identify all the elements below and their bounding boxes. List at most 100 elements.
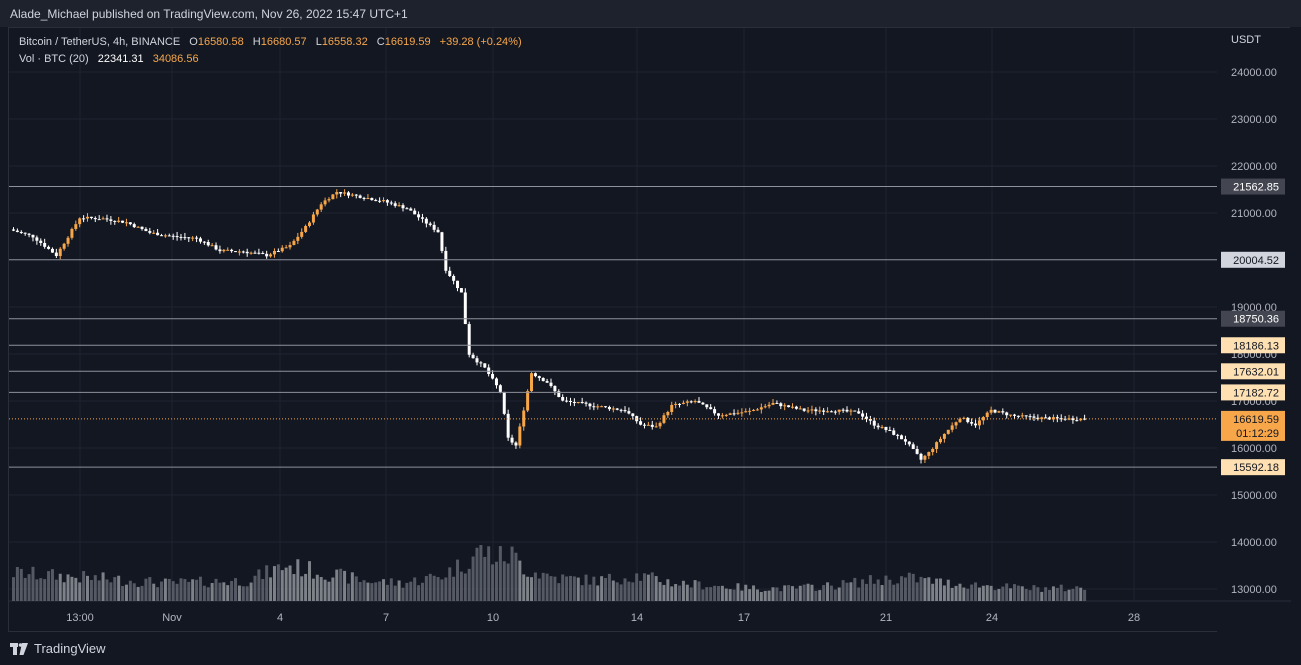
volume-bar bbox=[319, 577, 323, 601]
candle-body bbox=[806, 410, 810, 412]
volume-bar bbox=[810, 584, 814, 601]
volume-bar bbox=[545, 573, 549, 601]
candle-body bbox=[596, 406, 600, 408]
candle-body bbox=[284, 247, 288, 249]
volume-bar bbox=[1012, 584, 1016, 601]
volume-bar bbox=[160, 581, 164, 601]
candle-body bbox=[752, 409, 756, 411]
candle-body bbox=[424, 218, 428, 224]
volume-bar bbox=[128, 580, 132, 601]
volume-value: 34086.56 bbox=[152, 53, 199, 65]
candle-body bbox=[171, 235, 175, 237]
candle-body bbox=[257, 252, 261, 254]
volume-bar bbox=[767, 590, 771, 601]
volume-bar bbox=[191, 579, 195, 601]
candle-body bbox=[249, 252, 253, 254]
last-price-label: 16619.59 bbox=[1233, 414, 1279, 426]
volume-bar bbox=[732, 589, 736, 601]
candle-body bbox=[568, 400, 572, 402]
volume-bar bbox=[522, 574, 526, 601]
candle-body bbox=[958, 418, 962, 423]
candle-body bbox=[15, 230, 19, 232]
x-tick-label: 7 bbox=[383, 612, 389, 624]
candle-body bbox=[109, 219, 113, 221]
low-label: L bbox=[315, 36, 322, 48]
volume-bar bbox=[771, 587, 775, 601]
candle-body bbox=[970, 422, 974, 424]
volume-bar bbox=[1083, 589, 1087, 601]
volume-bar bbox=[218, 582, 222, 601]
candle-body bbox=[280, 247, 284, 252]
candle-body bbox=[417, 214, 421, 218]
volume-bar bbox=[557, 583, 561, 601]
volume-bar bbox=[502, 561, 506, 601]
candle-body bbox=[923, 455, 927, 460]
candle-body bbox=[763, 406, 767, 408]
volume-bar bbox=[148, 577, 152, 601]
candle-body bbox=[849, 410, 853, 412]
candle-body bbox=[864, 416, 868, 420]
volume-bar bbox=[981, 585, 985, 601]
volume-bar bbox=[755, 589, 759, 601]
volume-bar bbox=[237, 585, 241, 601]
candle-body bbox=[401, 205, 405, 209]
level-label-box bbox=[1221, 310, 1285, 327]
volume-bar bbox=[269, 577, 273, 601]
volume-bar bbox=[666, 579, 670, 601]
candle-body bbox=[444, 250, 448, 271]
candle-body bbox=[942, 433, 946, 439]
volume-bar bbox=[814, 590, 818, 601]
volume-bar bbox=[23, 577, 27, 601]
candle-body bbox=[214, 245, 218, 250]
level-label: 18750.36 bbox=[1233, 314, 1279, 326]
volume-bar bbox=[841, 580, 845, 601]
candle-body bbox=[600, 406, 604, 408]
volume-bar bbox=[113, 577, 117, 601]
candle-body bbox=[822, 410, 826, 412]
candle-body bbox=[1005, 412, 1009, 416]
candle-body bbox=[218, 249, 222, 252]
candle-body bbox=[977, 420, 981, 426]
candle-body bbox=[475, 358, 479, 363]
candle-body bbox=[724, 414, 728, 416]
volume-bar bbox=[619, 584, 623, 601]
candle-body bbox=[370, 198, 374, 201]
candle-body bbox=[276, 250, 280, 252]
candle-body bbox=[335, 192, 339, 195]
volume-bar bbox=[646, 574, 650, 601]
axis-currency-label: USDT bbox=[1231, 34, 1261, 46]
volume-bar bbox=[272, 566, 276, 601]
volume-bar bbox=[1009, 588, 1013, 601]
candle-body bbox=[323, 200, 327, 205]
volume-bar bbox=[140, 585, 144, 601]
price-chart[interactable]: USDT13000.0014000.0015000.0016000.001700… bbox=[9, 28, 1291, 633]
volume-bar bbox=[66, 574, 70, 601]
volume-bar bbox=[444, 577, 448, 601]
volume-bar bbox=[15, 567, 19, 601]
candle-body bbox=[818, 410, 822, 412]
volume-legend: Vol · BTC (20) 22341.31 34086.56 bbox=[19, 53, 199, 65]
candle-body bbox=[783, 405, 787, 407]
volume-bar bbox=[1067, 589, 1071, 601]
candle-body bbox=[222, 249, 226, 252]
volume-bar bbox=[611, 580, 615, 601]
candle-body bbox=[654, 426, 658, 428]
volume-bar bbox=[674, 584, 678, 601]
volume-bar bbox=[787, 585, 791, 601]
candle-body bbox=[413, 210, 417, 215]
chart-panel[interactable]: USDT 13000.00 14000.00 15000.00 16000.00 1700… bbox=[8, 27, 1291, 633]
candle-body bbox=[938, 438, 942, 443]
candle-body bbox=[627, 411, 631, 414]
candle-body bbox=[713, 409, 717, 414]
volume-bar bbox=[1079, 587, 1083, 601]
volume-bar bbox=[331, 577, 335, 601]
volume-bar bbox=[849, 582, 853, 601]
candle-body bbox=[54, 252, 58, 257]
y-tick-label: 13000.00 bbox=[1231, 584, 1277, 596]
volume-bar bbox=[424, 576, 428, 601]
volume-bar bbox=[697, 581, 701, 601]
tradingview-logo[interactable]: TradingView bbox=[10, 641, 106, 656]
candle-body bbox=[74, 224, 78, 229]
volume-bar bbox=[806, 583, 810, 601]
candle-body bbox=[1036, 417, 1040, 420]
